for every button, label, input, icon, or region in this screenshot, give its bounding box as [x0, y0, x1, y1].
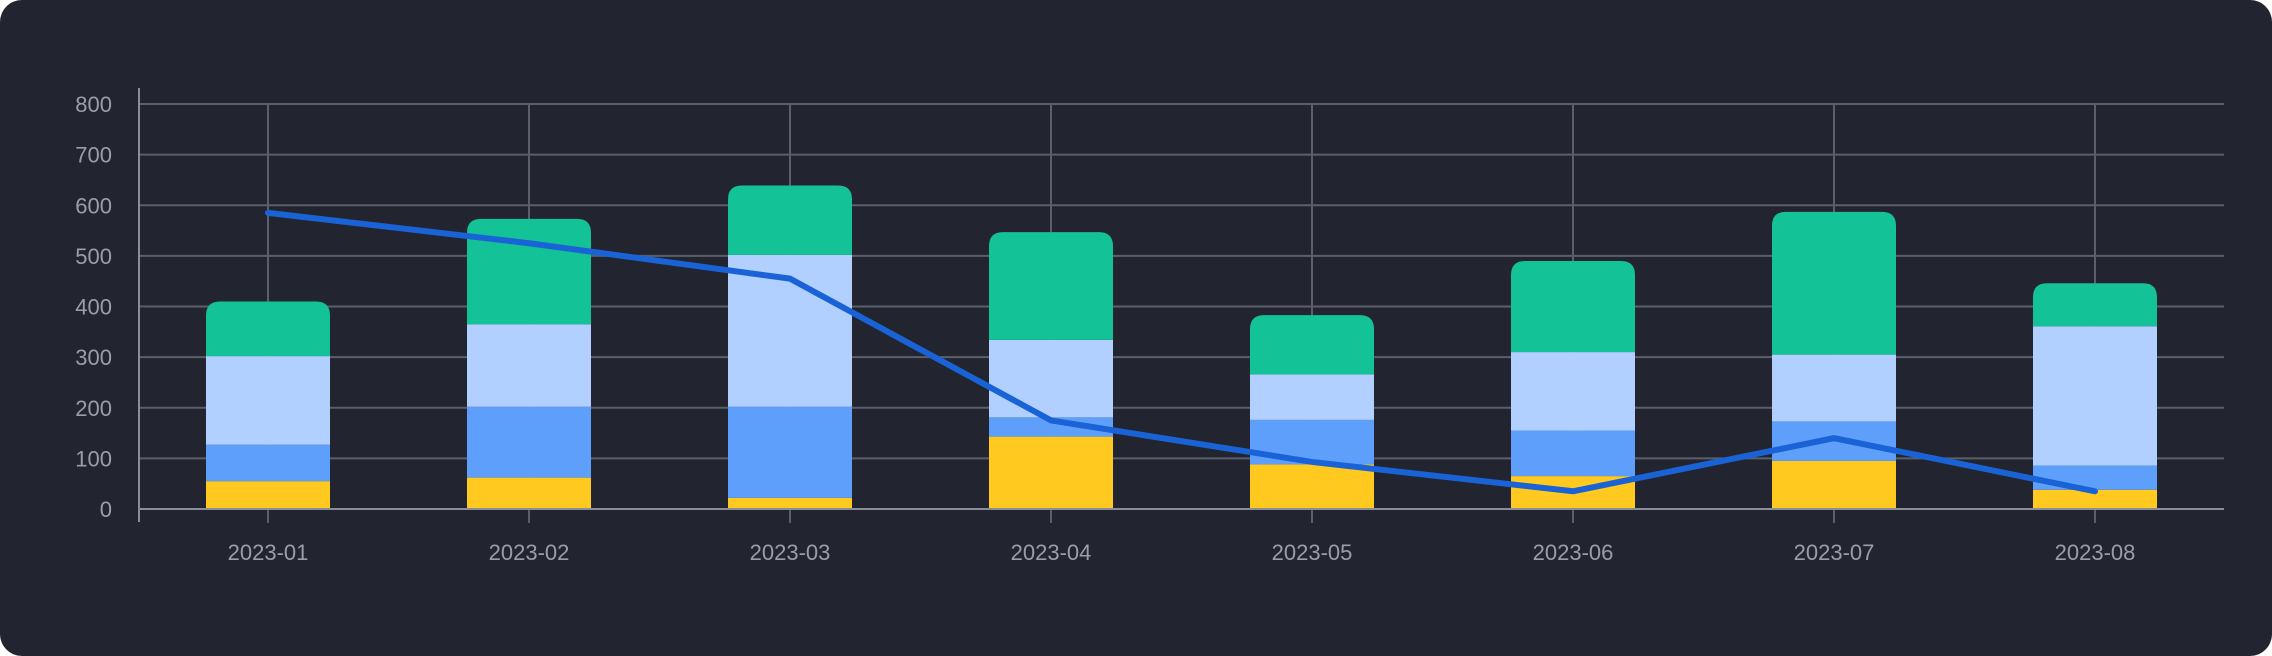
bar-segment [206, 301, 330, 357]
line-point [1050, 419, 1052, 421]
line-point [1833, 437, 1835, 439]
bar-segment [206, 481, 330, 509]
y-tick-label: 400 [75, 295, 112, 320]
y-tick-label: 700 [75, 143, 112, 168]
bar-segment [1511, 352, 1635, 431]
bar-series-group [206, 185, 2157, 509]
bar-segment [467, 324, 591, 407]
line-point [2094, 490, 2096, 492]
bar-segment [728, 185, 852, 255]
x-tick-label: 2023-01 [228, 540, 309, 565]
bar-segment [728, 406, 852, 498]
bar-segment [1250, 374, 1374, 420]
bar-segment [1511, 260, 1635, 353]
y-tick-label: 100 [75, 446, 112, 471]
line-point [267, 212, 269, 214]
bar-segment [2033, 465, 2157, 490]
bar-segment [206, 356, 330, 445]
bar-segment [2033, 283, 2157, 327]
x-tick-label: 2023-04 [1011, 540, 1092, 565]
bar-segment [467, 477, 591, 509]
x-tick-label: 2023-06 [1533, 540, 1614, 565]
bar-segment [1250, 464, 1374, 509]
bar-segment [989, 232, 1113, 340]
line-series-group [265, 209, 2098, 495]
x-tick-label: 2023-08 [2055, 540, 2136, 565]
y-tick-label: 0 [100, 497, 112, 522]
x-axis-tick-labels: 2023-01 2023-02 2023-03 2023-04 2023-05 2023-… [228, 540, 2136, 565]
bar-segment [989, 339, 1113, 418]
y-tick-label: 600 [75, 193, 112, 218]
line-point [528, 242, 530, 244]
bar-segment [1511, 430, 1635, 477]
x-tick-label: 2023-05 [1272, 540, 1353, 565]
bar-segment [206, 444, 330, 482]
y-axis-tick-labels: 0 100 200 300 400 500 600 700 800 [75, 92, 112, 522]
bar-segment [467, 218, 591, 325]
bar-segment [1772, 211, 1896, 355]
line-point [1311, 461, 1313, 463]
bar-segment [728, 497, 852, 509]
x-tick-label: 2023-03 [750, 540, 831, 565]
axes [138, 88, 2224, 522]
y-tick-label: 800 [75, 92, 112, 117]
bar-segment [989, 436, 1113, 509]
line-series-path [265, 209, 2098, 495]
bar-segment [2033, 489, 2157, 509]
line-point [789, 278, 791, 280]
x-tick-label: 2023-02 [489, 540, 570, 565]
bar-segment [1772, 460, 1896, 509]
bar-segment [989, 417, 1113, 437]
line-point [1572, 490, 1574, 492]
y-tick-label: 300 [75, 345, 112, 370]
y-tick-label: 200 [75, 396, 112, 421]
x-tick-label: 2023-07 [1794, 540, 1875, 565]
bar-segment [467, 406, 591, 478]
bar-segment [1772, 354, 1896, 422]
bar-segment [1250, 315, 1374, 375]
bar-segment [2033, 326, 2157, 466]
y-tick-label: 500 [75, 244, 112, 269]
